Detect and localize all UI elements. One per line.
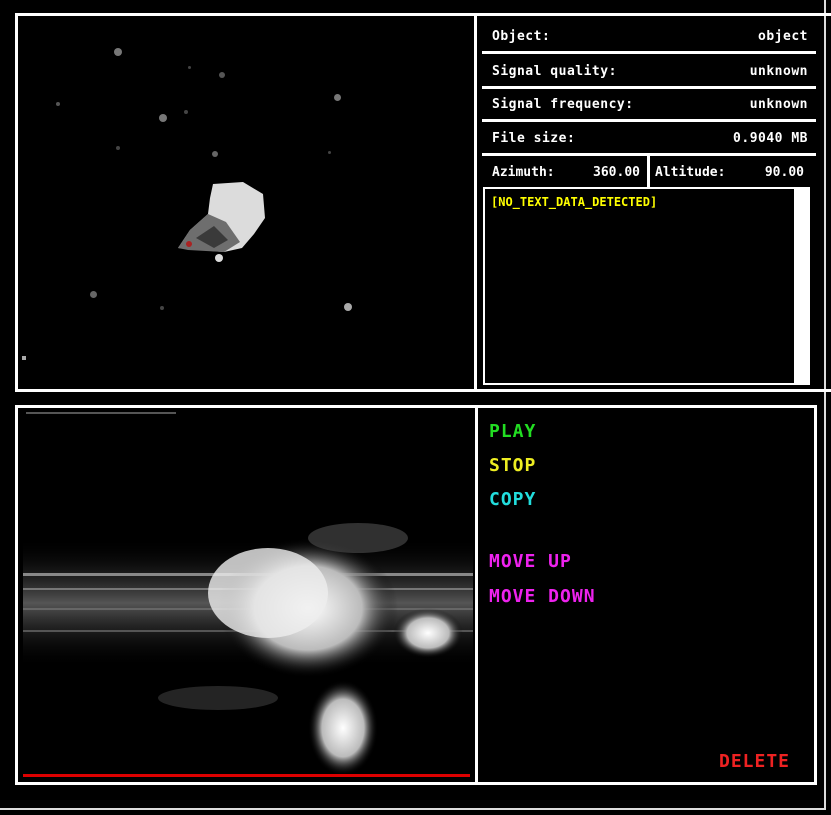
signal-frequency-row: Signal frequency: unknown xyxy=(482,89,816,119)
text-scrollbar[interactable] xyxy=(794,189,808,383)
row-divider xyxy=(482,86,816,89)
altitude-cell: Altitude: 90.00 xyxy=(650,156,816,188)
bottom-divider xyxy=(475,405,478,785)
star xyxy=(334,94,341,101)
object-label: Object: xyxy=(492,28,551,44)
file-size-value: 0.9040 MB xyxy=(733,130,808,146)
azimuth-cell: Azimuth: 360.00 xyxy=(482,156,648,188)
playback-progress-bar[interactable] xyxy=(23,774,470,777)
row-divider xyxy=(482,153,816,156)
file-size-row: File size: 0.9040 MB xyxy=(482,123,816,153)
star xyxy=(116,146,120,150)
row-divider xyxy=(482,51,816,54)
azimuth-divider xyxy=(647,156,650,187)
star xyxy=(114,48,122,56)
azimuth-value: 360.00 xyxy=(593,164,640,180)
top-panel xyxy=(15,13,831,392)
star xyxy=(188,66,191,69)
tracked-object xyxy=(178,182,265,262)
delete-button[interactable]: DELETE xyxy=(719,751,791,772)
star xyxy=(344,303,352,311)
move-up-button[interactable]: MOVE UP xyxy=(489,551,572,572)
object-value: object xyxy=(758,28,808,44)
azimuth-label: Azimuth: xyxy=(492,164,555,180)
star xyxy=(219,72,225,78)
sky-image-view[interactable] xyxy=(18,16,474,389)
star xyxy=(212,151,218,157)
file-size-label: File size: xyxy=(492,130,576,146)
star xyxy=(160,306,164,310)
signal-quality-row: Signal quality: unknown xyxy=(482,56,816,86)
star xyxy=(22,356,26,360)
play-button[interactable]: PLAY xyxy=(489,421,537,442)
waterfall-image xyxy=(23,412,473,776)
star xyxy=(328,151,331,154)
signal-frequency-value: unknown xyxy=(749,96,808,112)
signal-quality-value: unknown xyxy=(749,63,808,79)
row-divider xyxy=(482,119,816,122)
text-output: [NO_TEXT_DATA_DETECTED] xyxy=(491,195,658,209)
text-output-panel[interactable]: [NO_TEXT_DATA_DETECTED] xyxy=(483,187,810,385)
star xyxy=(159,114,167,122)
signal-waterfall-view[interactable] xyxy=(18,408,475,782)
top-divider xyxy=(474,13,477,392)
signal-frequency-label: Signal frequency: xyxy=(492,96,634,112)
altitude-label: Altitude: xyxy=(655,164,726,180)
move-down-button[interactable]: MOVE DOWN xyxy=(489,586,596,607)
bottom-panel xyxy=(15,405,817,785)
star xyxy=(184,110,188,114)
stop-button[interactable]: STOP xyxy=(489,455,537,476)
object-row: Object: object xyxy=(482,21,816,51)
star xyxy=(90,291,97,298)
signal-quality-label: Signal quality: xyxy=(492,63,617,79)
altitude-value: 90.00 xyxy=(764,164,804,180)
star xyxy=(56,102,60,106)
copy-button[interactable]: COPY xyxy=(489,489,537,510)
